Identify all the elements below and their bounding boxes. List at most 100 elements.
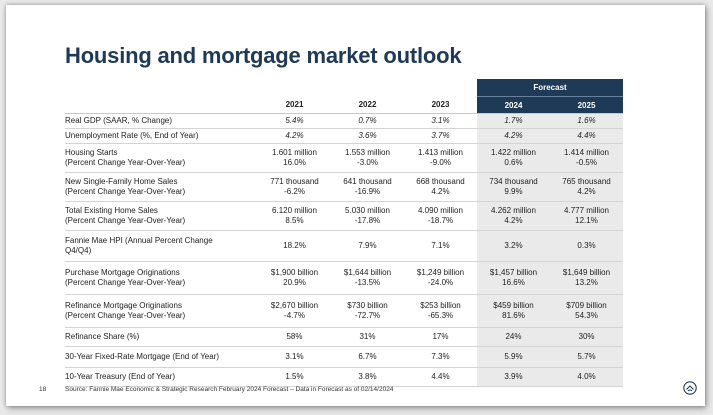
table-row: Total Existing Home Sales (Percent Change… [65,201,624,231]
value-line: 31% [359,332,376,341]
value-line: 668 thousand [416,177,465,186]
page-number: 18 [39,386,47,393]
value-line: $730 billion [347,301,388,310]
row-label: Refinance Mortgage Originations (Percent … [65,294,258,328]
value-cell: 5.030 million -17.8% [331,201,404,231]
value-line: 16.0% [283,158,306,167]
value-line: 6.120 million [272,206,317,215]
value-line: $2,670 billion [270,301,319,310]
value-cell: 6.120 million 8.5% [258,201,331,231]
value-line: 81.6% [502,311,525,320]
value-cell: $1,900 billion 20.9% [258,261,331,295]
value-line: $1,457 billion [489,268,538,277]
value-line: 1.601 million [272,148,317,157]
table-row: Purchase Mortgage Originations (Percent C… [65,261,624,295]
value-line: -13.5% [354,278,381,287]
value-line: 4.4% [577,131,596,140]
value-cell: 17% [404,327,477,347]
row-label-line: (Percent Change Year-Over-Year) [65,216,186,225]
value-line: 3.8% [358,372,377,381]
row-label-line: (Percent Change Year-Over-Year) [65,187,186,196]
value-line: 9.9% [504,187,523,196]
value-line: 1.413 million [418,148,463,157]
value-line: $709 billion [566,301,607,310]
value-line: -72.7% [354,311,381,320]
value-cell: 765 thousand 4.2% [550,172,624,202]
value-line: 1.553 million [345,148,390,157]
outlook-table: Forecast 2021 2022 2023 2024 2025 Real G… [65,79,624,387]
value-cell: 1.414 million -0.5% [550,143,624,173]
value-line: -3.0% [357,158,378,167]
value-cell: 1.601 million 16.0% [258,143,331,173]
slide: Housing and mortgage market outlook Fore… [6,5,705,406]
value-line: 4.4% [431,372,450,381]
value-line: 0.7% [358,116,377,125]
value-line: -9.0% [430,158,451,167]
value-line: $459 billion [493,301,534,310]
value-cell: 0.7% [331,113,404,129]
table-row: Unemployment Rate (%, End of Year) 4.2% 3.… [65,128,624,144]
table-row: Real GDP (SAAR, % Change) 5.4% 0.7% 3.1% 1.7… [65,113,624,129]
value-cell: 1.7% [477,113,550,129]
row-label: Refinance Share (%) [65,327,258,347]
row-label: 30-Year Fixed-Rate Mortgage (End of Year… [65,346,258,368]
row-label-line: 10-Year Treasury (End of Year) [65,372,175,381]
value-line: 24% [505,332,522,341]
row-label: Total Existing Home Sales (Percent Change… [65,201,258,231]
value-cell: 31% [331,327,404,347]
value-cell: 1.413 million -9.0% [404,143,477,173]
value-cell: 1.5% [258,367,331,387]
row-label: Real GDP (SAAR, % Change) [65,113,258,129]
table-row: Housing Starts (Percent Change Year-Over-… [65,143,624,173]
value-cell: 3.1% [258,346,331,368]
row-label: 10-Year Treasury (End of Year) [65,367,258,387]
row-label-line: Refinance Share (%) [65,332,140,341]
row-label-line: New Single-Family Home Sales [65,177,178,186]
value-cell: 1.6% [550,113,624,129]
value-line: 4.0% [577,372,596,381]
row-label-line: (Percent Change Year-Over-Year) [65,158,186,167]
value-line: 1.422 million [491,148,536,157]
year-header: 2021 [258,96,331,114]
value-line: 3.1% [431,116,450,125]
value-line: 5.030 million [345,206,390,215]
row-label-line: Real GDP (SAAR, % Change) [65,116,173,125]
value-cell: 4.4% [550,128,624,144]
value-line: 7.9% [358,241,377,250]
value-cell: 1.553 million -3.0% [331,143,404,173]
value-cell: $459 billion 81.6% [477,294,550,328]
value-cell: 668 thousand 4.2% [404,172,477,202]
value-cell: 7.9% [331,230,404,262]
row-label-line: Housing Starts [65,148,118,157]
value-line: 3.6% [358,131,377,140]
row-label: Fannie Mae HPI (Annual Percent Change Q4/… [65,230,258,262]
value-line: 17% [432,332,449,341]
value-cell: 4.777 million 12.1% [550,201,624,231]
value-line: 12.1% [575,216,598,225]
value-line: 4.2% [504,131,523,140]
page-title: Housing and mortgage market outlook [65,43,462,68]
value-cell: 641 thousand -16.9% [331,172,404,202]
value-cell: 30% [550,327,624,347]
forecast-label: Forecast [477,79,624,97]
row-label-line: Unemployment Rate (%, End of Year) [65,131,199,140]
value-line: -17.8% [354,216,381,225]
table-row: New Single-Family Home Sales (Percent Cha… [65,172,624,202]
fannie-mae-logo-icon [683,381,697,395]
year-header: 2022 [331,96,404,114]
value-line: 7.1% [431,241,450,250]
value-line: 30% [578,332,595,341]
value-cell: $2,670 billion -4.7% [258,294,331,328]
row-label-line: Purchase Mortgage Originations [65,268,180,277]
value-cell: 4.2% [477,128,550,144]
value-line: 734 thousand [489,177,538,186]
year-header-row: 2021 2022 2023 2024 2025 [65,96,624,114]
value-line: 18.2% [283,241,306,250]
value-line: -0.5% [576,158,597,167]
value-cell: $1,249 billion -24.0% [404,261,477,295]
value-line: 13.2% [575,278,598,287]
value-line: 765 thousand [562,177,611,186]
table-row: Fannie Mae HPI (Annual Percent Change Q4/… [65,230,624,262]
value-line: 3.9% [504,372,523,381]
value-cell: 18.2% [258,230,331,262]
